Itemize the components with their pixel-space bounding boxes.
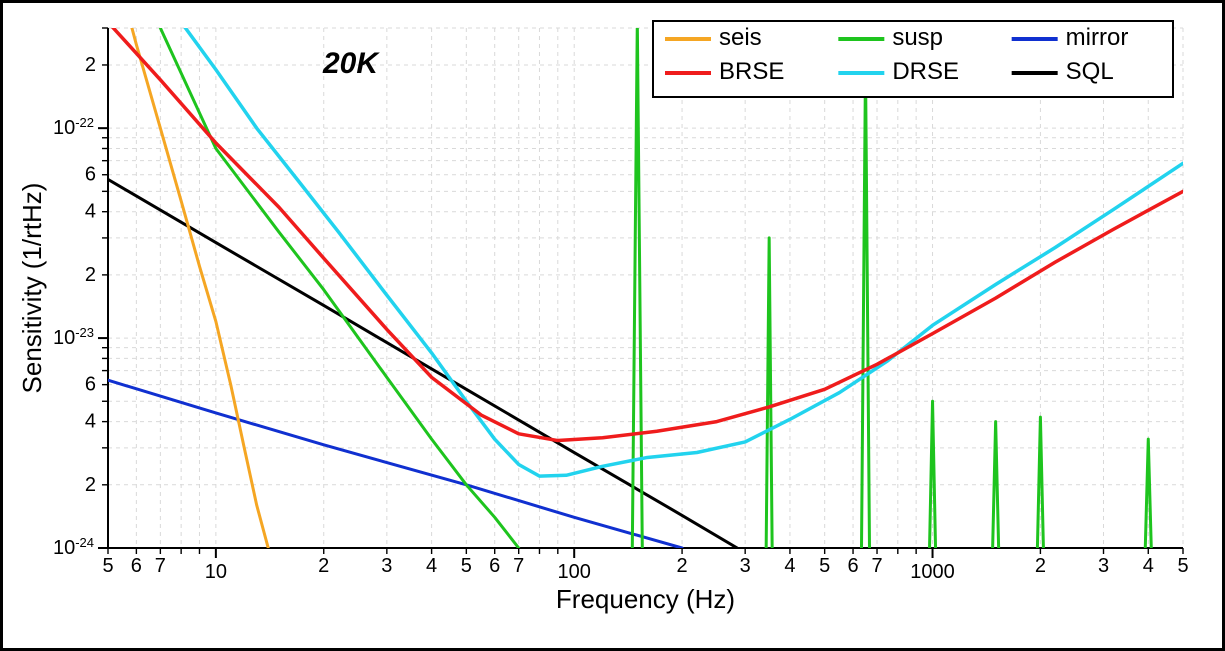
y-tick-label: 2 — [85, 54, 96, 76]
legend-label: SQL — [1066, 58, 1114, 85]
y-tick-label: 10-24 — [53, 535, 94, 560]
series-susp-spike — [1037, 417, 1043, 548]
y-tick-label: 6 — [85, 374, 96, 396]
legend-label: BRSE — [719, 58, 784, 85]
x-tick-label: 2 — [318, 555, 329, 577]
x-tick-label: 4 — [1143, 555, 1154, 577]
series-susp-spike — [766, 238, 772, 548]
x-tick-label: 6 — [131, 555, 142, 577]
series-susp-spike — [1145, 439, 1151, 548]
x-tick-label: 3 — [1098, 555, 1109, 577]
sensitivity-chart: seissuspmirrorBRSEDRSESQL 56710234567100… — [13, 13, 1208, 638]
y-tick-label: 4 — [85, 411, 96, 433]
x-tick-label: 3 — [740, 555, 751, 577]
annotation-20k: 20K — [322, 47, 380, 80]
x-tick-label: 10 — [205, 561, 227, 583]
x-tick-label: 2 — [677, 555, 688, 577]
y-tick-label: 10-22 — [53, 115, 94, 139]
chart-frame: { "chart": { "type": "line-loglog", "xla… — [0, 0, 1225, 651]
series-susp-spike — [993, 422, 999, 548]
x-tick-label: 7 — [871, 555, 882, 577]
y-tick-label: 2 — [85, 264, 96, 286]
x-tick-label: 4 — [784, 555, 795, 577]
x-tick-label: 1000 — [910, 561, 955, 583]
x-tick-label: 7 — [513, 555, 524, 577]
series-susp — [160, 28, 518, 548]
x-tick-label: 3 — [381, 555, 392, 577]
x-tick-label: 5 — [461, 555, 472, 577]
y-tick-label: 2 — [85, 474, 96, 496]
x-tick-label: 5 — [819, 555, 830, 577]
x-tick-label: 7 — [155, 555, 166, 577]
series-seis — [108, 13, 268, 548]
legend-label: susp — [892, 24, 943, 51]
y-tick-label: 10-23 — [53, 325, 94, 350]
x-axis-label: Frequency (Hz) — [556, 584, 735, 614]
x-tick-label: 5 — [102, 555, 113, 577]
series-susp-spike — [632, 22, 642, 548]
y-tick-label: 4 — [85, 201, 96, 223]
x-tick-label: 2 — [1035, 555, 1046, 577]
y-tick-label: 6 — [85, 164, 96, 186]
x-tick-label: 4 — [426, 555, 437, 577]
legend-label: mirror — [1066, 24, 1129, 51]
x-tick-label: 100 — [558, 561, 591, 583]
y-axis-label: Sensitivity (1/rtHz) — [17, 183, 47, 394]
x-tick-label: 5 — [1177, 555, 1188, 577]
legend-label: DRSE — [892, 58, 959, 85]
x-tick-label: 6 — [847, 555, 858, 577]
x-tick-label: 6 — [489, 555, 500, 577]
legend-label: seis — [719, 24, 762, 51]
